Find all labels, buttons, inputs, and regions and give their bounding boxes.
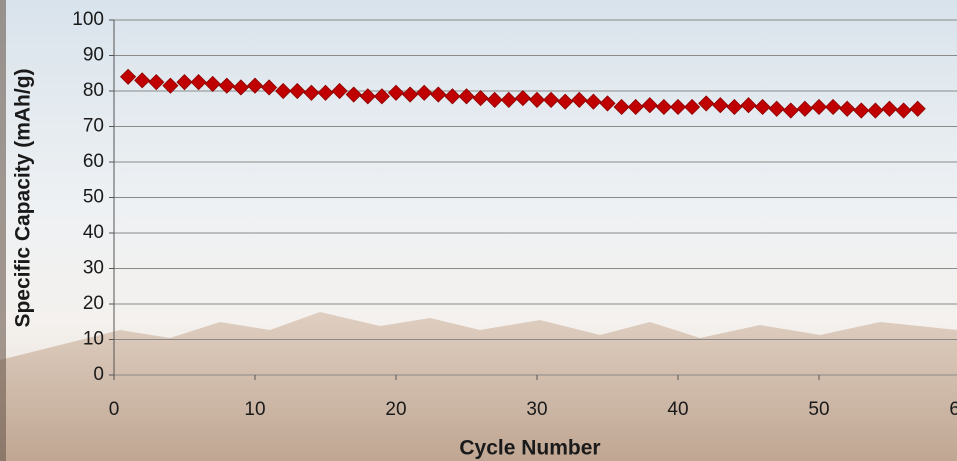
- marker: [246, 77, 264, 94]
- marker: [557, 93, 574, 110]
- marker: [867, 102, 884, 119]
- marker: [261, 79, 278, 96]
- marker: [853, 102, 870, 119]
- marker: [669, 98, 687, 116]
- marker: [204, 75, 221, 92]
- x-axis-title: Cycle Number: [459, 437, 600, 460]
- marker: [472, 90, 489, 107]
- marker: [514, 90, 531, 107]
- x-tick-label: 10: [244, 399, 265, 420]
- marker: [641, 97, 658, 114]
- x-tick-label: 30: [526, 399, 547, 420]
- y-tick-label: 80: [83, 80, 104, 101]
- marker: [430, 86, 447, 103]
- marker: [796, 100, 813, 117]
- marker: [810, 98, 828, 116]
- marker: [162, 77, 179, 94]
- marker: [444, 88, 461, 105]
- marker: [528, 91, 546, 108]
- marker: [627, 98, 644, 116]
- marker: [458, 88, 475, 105]
- marker: [726, 98, 743, 116]
- marker: [120, 68, 137, 85]
- marker: [176, 74, 193, 91]
- marker: [543, 91, 560, 108]
- y-tick-label: 30: [83, 258, 104, 279]
- marker: [303, 84, 320, 101]
- x-tick-label: 40: [667, 399, 688, 420]
- marker: [402, 86, 419, 103]
- x-tick-label: 60: [949, 399, 957, 420]
- y-tick-label: 60: [83, 151, 104, 172]
- marker: [275, 82, 292, 100]
- marker: [331, 82, 348, 100]
- marker: [909, 100, 926, 117]
- y-tick-label: 50: [83, 187, 104, 208]
- marker: [486, 91, 503, 108]
- marker: [359, 88, 376, 105]
- y-tick-label: 100: [72, 9, 104, 30]
- marker: [684, 98, 701, 116]
- marker: [754, 98, 771, 116]
- marker: [190, 74, 207, 91]
- marker: [571, 91, 588, 108]
- marker: [218, 77, 235, 94]
- marker: [655, 98, 672, 116]
- marker: [881, 100, 898, 117]
- marker: [839, 100, 856, 117]
- marker: [768, 100, 785, 117]
- marker: [585, 93, 602, 110]
- marker: [416, 84, 433, 101]
- edge: [0, 0, 6, 461]
- marker: [613, 98, 630, 116]
- y-tick-label: 90: [83, 45, 104, 66]
- mountains: [0, 312, 957, 461]
- marker: [345, 86, 362, 103]
- marker: [289, 82, 306, 100]
- x-tick-label: 0: [109, 399, 120, 420]
- y-axis-title: Specific Capacity (mAh/g): [12, 68, 35, 327]
- marker: [712, 97, 729, 114]
- marker: [782, 102, 799, 119]
- marker: [740, 97, 757, 114]
- y-tick-label: 40: [83, 222, 104, 243]
- y-tick-label: 20: [83, 293, 104, 314]
- y-tick-label: 10: [83, 329, 104, 350]
- marker: [317, 84, 334, 101]
- x-tick-label: 20: [385, 399, 406, 420]
- y-tick-label: 70: [83, 116, 104, 137]
- marker: [387, 84, 405, 101]
- marker: [148, 74, 165, 91]
- marker: [232, 79, 249, 96]
- y-tick-label: 0: [93, 364, 104, 385]
- marker: [698, 95, 715, 112]
- marker: [134, 72, 151, 89]
- marker: [895, 102, 912, 119]
- marker: [599, 95, 616, 112]
- x-tick-label: 50: [808, 399, 829, 420]
- marker: [825, 98, 842, 116]
- marker: [500, 91, 517, 108]
- marker: [373, 88, 390, 105]
